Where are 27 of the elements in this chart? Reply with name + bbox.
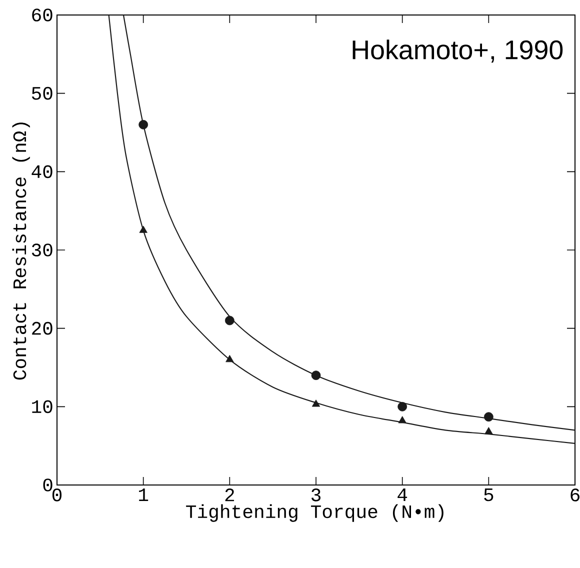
point	[312, 400, 320, 407]
point	[139, 226, 148, 233]
x-tick-label: 6	[570, 488, 580, 502]
y-tick-label: 40	[32, 165, 52, 178]
y-tick-label: 10	[32, 400, 52, 414]
point	[484, 412, 494, 422]
point	[226, 354, 234, 362]
x-tick-label: 5	[484, 488, 494, 502]
x-axis-title: Tightening Torque (N•m)	[186, 504, 444, 522]
y-tick-label: 30	[32, 244, 52, 256]
y-axis-title: Contact Resistance (nΩ)	[12, 122, 30, 380]
point	[484, 427, 493, 434]
y-tick-label: 60	[32, 8, 52, 22]
y-tick-label: 20	[32, 322, 52, 335]
y-tick-label: 0	[43, 478, 52, 492]
point	[224, 316, 234, 326]
point	[138, 120, 148, 130]
point	[398, 402, 408, 412]
y-tick-label: 50	[32, 86, 52, 100]
x-tick-label: 2	[225, 488, 234, 502]
x-tick-label: 4	[398, 488, 408, 501]
point	[311, 370, 321, 380]
point	[398, 416, 406, 424]
x-tick-label: 3	[312, 488, 320, 502]
x-tick-label: 1	[139, 488, 148, 501]
x-tick-label: 0	[52, 488, 62, 502]
annotation: Hokamoto+, 1990	[352, 40, 563, 63]
